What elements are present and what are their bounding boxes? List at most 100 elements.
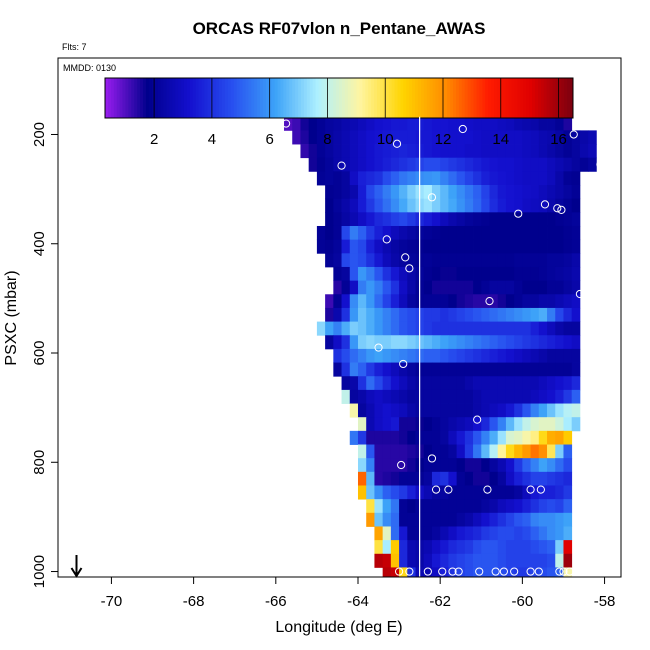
heatmap-cell <box>563 403 573 418</box>
colorbar-segment <box>131 78 135 118</box>
heatmap-cell <box>440 212 449 227</box>
heatmap-cell <box>366 335 375 350</box>
heatmap-cell <box>448 471 458 486</box>
heatmap-cell <box>357 130 367 145</box>
heatmap-cell <box>538 512 548 527</box>
colorbar-segment <box>485 78 489 118</box>
heatmap-cell <box>399 212 408 227</box>
colorbar-segment <box>166 78 170 118</box>
heatmap-cell <box>530 307 540 322</box>
heatmap-cell <box>382 512 392 527</box>
heatmap-cell <box>464 458 474 473</box>
y-axis-label: PSXC (mbar) <box>3 270 20 365</box>
heatmap-cell <box>538 239 548 254</box>
colorbar-segment <box>403 78 407 118</box>
heatmap-cell <box>522 266 531 282</box>
heatmap-cell <box>423 307 433 322</box>
heatmap-cell <box>423 225 433 241</box>
heatmap-cell <box>530 185 540 200</box>
heatmap-cell <box>366 225 375 241</box>
colorbar-segment <box>406 78 410 118</box>
heatmap-cell <box>431 280 441 295</box>
heatmap-cell <box>349 280 359 295</box>
heatmap-cell <box>489 144 499 159</box>
heatmap-cell <box>547 499 556 514</box>
heatmap-cell <box>423 512 433 527</box>
heatmap-cell <box>514 485 523 500</box>
heatmap-cell <box>357 225 367 241</box>
colorbar-segment <box>371 78 375 118</box>
heatmap-cell <box>514 294 523 309</box>
colorbar-segment <box>151 78 156 118</box>
heatmap-cell <box>473 362 482 377</box>
heatmap-cell <box>366 280 375 295</box>
heatmap-cell <box>563 458 573 473</box>
heatmap-cell <box>357 198 367 213</box>
heatmap-cell <box>382 280 392 295</box>
heatmap-cell <box>481 321 490 336</box>
heatmap-cell <box>473 307 482 322</box>
heatmap-cell <box>349 130 359 145</box>
heatmap-cell <box>316 225 326 241</box>
colorbar-segment <box>564 78 568 118</box>
sample-marker <box>397 460 406 470</box>
x-axis: -70 -68 -66 -64 -62 -60 -58 <box>101 577 615 610</box>
heatmap-cell <box>579 157 589 172</box>
heatmap-cell <box>563 198 573 213</box>
heatmap-cell <box>522 430 531 445</box>
colorbar-segment <box>107 78 112 118</box>
sample-marker <box>553 204 562 213</box>
heatmap-cell <box>390 499 400 514</box>
colorbar-segment <box>526 78 530 118</box>
heatmap-cell <box>431 185 441 200</box>
heatmap-cell <box>497 198 507 213</box>
heatmap-cell <box>366 430 375 445</box>
colorbar-segment <box>365 78 369 118</box>
heatmap-cell <box>555 335 564 350</box>
heatmap-cell <box>333 239 342 254</box>
heatmap-cell <box>563 417 573 432</box>
colorbar-segment <box>502 78 507 118</box>
heatmap-cell <box>522 553 531 568</box>
heatmap-cell <box>440 348 449 363</box>
heatmap-cell <box>555 144 564 159</box>
heatmap-cell <box>497 485 507 500</box>
colorbar-segment <box>339 78 343 118</box>
heatmap-cell <box>382 540 392 555</box>
heatmap-cell <box>547 430 556 445</box>
heatmap-cell <box>481 239 490 254</box>
heatmap-cell <box>325 294 334 309</box>
heatmap-cell <box>357 307 367 322</box>
heatmap-cell <box>481 430 490 445</box>
heatmap-cell <box>547 567 556 578</box>
heatmap-cell <box>374 171 384 186</box>
heatmap-cell <box>505 389 515 404</box>
heatmap-cell <box>555 553 564 568</box>
heatmap-cell <box>505 116 515 131</box>
heatmap-cell <box>440 417 449 432</box>
heatmap-cell <box>390 403 400 418</box>
sample-marker <box>337 161 346 170</box>
heatmap-cell <box>390 444 400 459</box>
heatmap-cell <box>555 444 564 459</box>
x-tick-label: -60 <box>512 593 534 610</box>
heatmap-cell <box>514 144 523 159</box>
heatmap-cell <box>325 130 334 145</box>
heatmap-cell <box>448 280 458 295</box>
heatmap-cell <box>489 499 499 514</box>
heatmap-cell <box>448 198 458 213</box>
x-tick-label: -68 <box>183 593 205 610</box>
heatmap-cell <box>399 307 408 322</box>
heatmap-cell <box>382 526 392 541</box>
heatmap-cell <box>464 225 474 241</box>
heatmap-cell <box>349 157 359 172</box>
heatmap-cell <box>341 116 351 131</box>
heatmap-cell <box>514 321 523 336</box>
heatmap-cell <box>481 144 490 159</box>
heatmap-cell <box>399 471 408 486</box>
heatmap-cell <box>481 458 490 473</box>
heatmap-cell <box>325 198 334 213</box>
heatmap-cell <box>440 198 449 213</box>
heatmap-cell <box>522 307 531 322</box>
heatmap-cell <box>456 458 466 473</box>
